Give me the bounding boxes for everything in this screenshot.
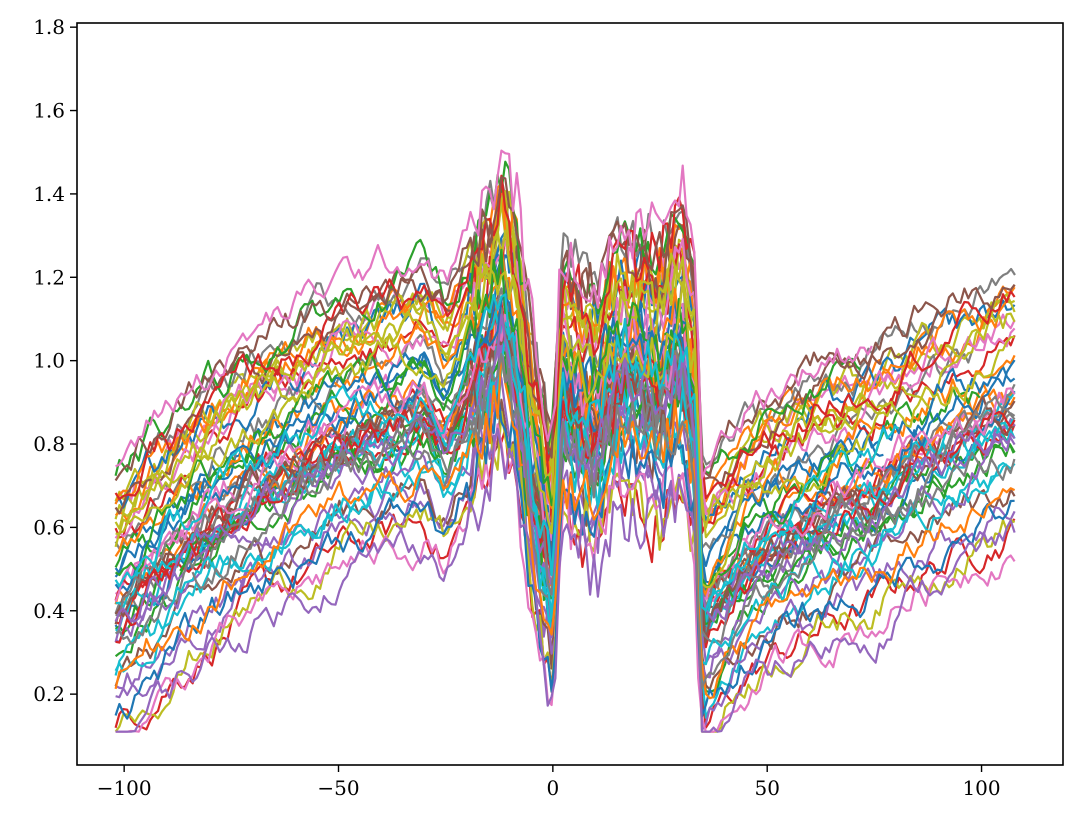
x-tick-label: −50 bbox=[317, 776, 359, 800]
series-line bbox=[191, 353, 1016, 690]
series-line bbox=[114, 296, 1016, 578]
series-line bbox=[114, 190, 888, 530]
y-tick-label: 0.8 bbox=[33, 432, 65, 456]
series-line bbox=[114, 174, 1016, 501]
x-tick-label: 0 bbox=[546, 776, 559, 800]
y-tick-label: 0.4 bbox=[33, 599, 65, 623]
x-tick-label: 100 bbox=[962, 776, 1000, 800]
series-line bbox=[114, 176, 1016, 482]
x-tick-label: 50 bbox=[754, 776, 779, 800]
series-line bbox=[114, 230, 1016, 521]
x-axis: −100 −50 0 50 100 bbox=[97, 765, 1001, 800]
series-line bbox=[114, 267, 1015, 589]
series-line bbox=[115, 149, 873, 480]
series-line bbox=[114, 238, 1016, 539]
y-tick-label: 1.8 bbox=[33, 15, 65, 39]
series-line bbox=[114, 247, 1016, 596]
x-tick-label: −100 bbox=[97, 776, 152, 800]
y-axis: 0.2 0.4 0.6 0.8 1.0 1.2 1.4 1.6 1.8 bbox=[33, 15, 77, 706]
series-lines bbox=[114, 149, 1016, 733]
series-line bbox=[115, 229, 1016, 539]
plot-frame bbox=[76, 22, 1064, 766]
y-tick-label: 1.0 bbox=[33, 349, 65, 373]
y-tick-label: 1.4 bbox=[33, 182, 65, 206]
series-line bbox=[115, 427, 1016, 733]
y-tick-label: 0.6 bbox=[33, 515, 65, 539]
y-tick-label: 0.2 bbox=[33, 682, 65, 706]
series-line bbox=[114, 306, 1016, 602]
series-line bbox=[114, 248, 835, 588]
series-line bbox=[114, 354, 1016, 700]
series-line bbox=[115, 370, 1016, 732]
y-tick-label: 1.2 bbox=[33, 265, 65, 289]
series-line bbox=[114, 293, 900, 612]
y-tick-label: 1.6 bbox=[33, 99, 65, 123]
series-line bbox=[115, 301, 1016, 649]
